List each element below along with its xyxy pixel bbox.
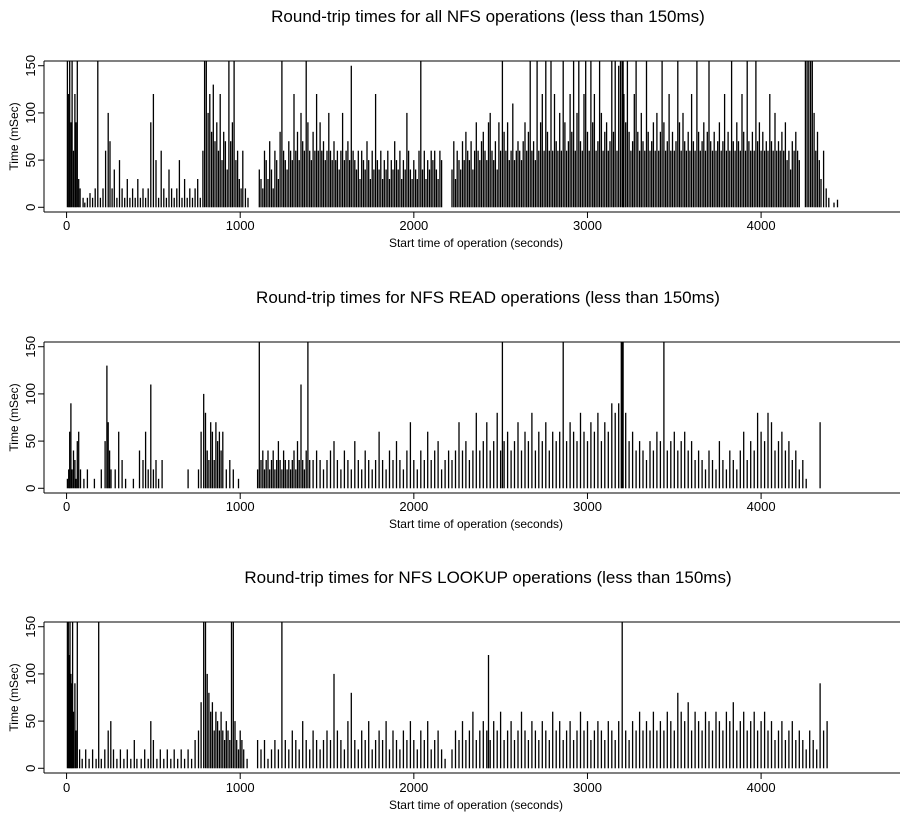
y-tick-label: 0 [23, 485, 38, 492]
y-tick-label: 50 [23, 434, 38, 448]
x-tick-label: 0 [63, 780, 70, 795]
y-tick-label: 0 [23, 765, 38, 772]
x-axis-label: Start time of operation (seconds) [389, 517, 563, 531]
x-tick-label: 1000 [226, 780, 255, 795]
chart-title: Round-trip times for NFS READ operations… [256, 288, 720, 307]
y-axis-label: Time (mSec) [7, 663, 21, 731]
chart-panel-3: Round-trip times for NFS LOOKUP operatio… [7, 568, 900, 812]
y-axis-label: Time (mSec) [7, 383, 21, 451]
y-tick-label: 150 [23, 55, 38, 77]
x-tick-label: 3000 [573, 780, 602, 795]
y-tick-label: 100 [23, 383, 38, 405]
x-tick-label: 2000 [399, 218, 428, 233]
y-tick-label: 50 [23, 714, 38, 728]
x-tick-label: 1000 [226, 499, 255, 514]
x-tick-label: 2000 [399, 499, 428, 514]
y-tick-label: 150 [23, 336, 38, 358]
bars [66, 61, 839, 208]
bars [66, 342, 821, 489]
chart-title: Round-trip times for all NFS operations … [271, 7, 705, 26]
x-tick-label: 0 [63, 218, 70, 233]
x-tick-label: 2000 [399, 780, 428, 795]
x-tick-label: 3000 [573, 499, 602, 514]
y-tick-label: 100 [23, 663, 38, 685]
y-tick-label: 100 [23, 102, 38, 124]
y-tick-label: 150 [23, 616, 38, 638]
y-tick-label: 0 [23, 204, 38, 211]
y-tick-label: 50 [23, 153, 38, 167]
y-axis-label: Time (mSec) [7, 102, 21, 170]
x-axis-label: Start time of operation (seconds) [389, 236, 563, 250]
chart-title: Round-trip times for NFS LOOKUP operatio… [244, 568, 731, 587]
x-tick-label: 4000 [747, 780, 776, 795]
x-axis-label: Start time of operation (seconds) [389, 798, 563, 812]
x-tick-label: 0 [63, 499, 70, 514]
bars [66, 622, 828, 769]
chart-panel-1: Round-trip times for all NFS operations … [7, 7, 900, 250]
x-tick-label: 4000 [747, 218, 776, 233]
x-tick-label: 1000 [226, 218, 255, 233]
x-tick-label: 4000 [747, 499, 776, 514]
x-tick-label: 3000 [573, 218, 602, 233]
chart-panel-2: Round-trip times for NFS READ operations… [7, 288, 900, 531]
